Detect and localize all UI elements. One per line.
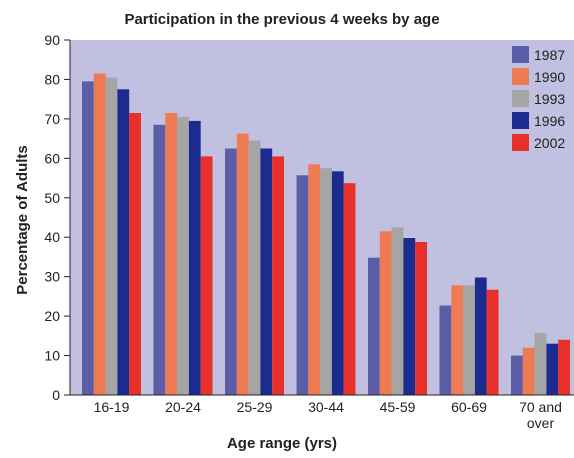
legend: 1987 1990 1993 1996 2002 [512, 46, 565, 151]
bar-1993-3 [249, 141, 261, 395]
legend-swatch-1996 [512, 112, 529, 129]
bar-2002-4 [344, 183, 356, 395]
bar-2002-1 [129, 113, 141, 395]
x-axis-label: Age range (yrs) [227, 435, 337, 452]
bar-2002-5 [415, 242, 427, 395]
y-tick-label: 80 [44, 71, 60, 87]
legend-label-1987: 1987 [534, 47, 565, 63]
legend-label-2002: 2002 [534, 135, 565, 151]
bar-1996-7 [546, 344, 558, 395]
legend-swatch-2002 [512, 134, 529, 151]
bar-1996-3 [260, 149, 272, 396]
x-tick-label: 30-44 [308, 399, 344, 415]
bar-1990-2 [165, 113, 177, 395]
bar-1987-4 [297, 175, 309, 395]
y-tick-label: 30 [44, 269, 60, 285]
x-tick-label: 20-24 [165, 399, 201, 415]
y-tick-label: 90 [44, 32, 60, 48]
y-tick-label: 20 [44, 308, 60, 324]
y-tick-label: 50 [44, 190, 60, 206]
bar-2002-6 [487, 290, 499, 395]
bar-1993-1 [106, 78, 118, 396]
bar-1993-4 [320, 168, 332, 395]
bar-1993-2 [177, 117, 189, 395]
chart-title: Participation in the previous 4 weeks by… [124, 11, 439, 28]
legend-swatch-1987 [512, 46, 529, 63]
bar-1990-3 [237, 134, 249, 396]
x-tick-label: 45-59 [380, 399, 416, 415]
legend-swatch-1990 [512, 68, 529, 85]
bar-1996-4 [332, 171, 344, 395]
y-tick-label: 60 [44, 150, 60, 166]
bar-1993-6 [463, 285, 475, 395]
legend-label-1993: 1993 [534, 91, 565, 107]
legend-swatch-1993 [512, 90, 529, 107]
bar-1993-5 [392, 227, 404, 395]
bar-1990-7 [523, 348, 535, 395]
bar-2002-2 [201, 156, 213, 395]
x-tick-label: 70 and over [519, 399, 562, 431]
bar-2002-7 [558, 340, 570, 395]
bar-1987-5 [368, 258, 380, 395]
x-tick-label: 60-69 [451, 399, 487, 415]
bar-1990-1 [94, 74, 106, 396]
legend-label-1996: 1996 [534, 113, 565, 129]
bar-1987-6 [440, 306, 452, 396]
bar-1996-2 [189, 121, 201, 395]
bar-1990-4 [308, 164, 320, 395]
y-tick-label: 10 [44, 348, 60, 364]
bar-1996-1 [117, 89, 129, 395]
legend-label-1990: 1990 [534, 69, 565, 85]
bar-1987-3 [225, 149, 237, 396]
bar-1993-7 [535, 333, 547, 395]
y-axis: 0 10 20 30 40 50 60 70 80 90 [44, 32, 70, 403]
x-tick-label: 25-29 [237, 399, 273, 415]
y-tick-label: 40 [44, 229, 60, 245]
bar-1987-7 [511, 356, 523, 395]
y-tick-label: 70 [44, 111, 60, 127]
x-axis: 16-19 20-24 25-29 30-44 45-59 60-69 70 and over [70, 395, 574, 431]
bar-1996-5 [403, 238, 415, 395]
x-tick-label: 16-19 [94, 399, 130, 415]
bar-1990-5 [380, 231, 392, 395]
y-axis-label: Percentage of Adults [14, 145, 31, 294]
bar-1987-1 [82, 81, 94, 395]
bar-1987-2 [154, 125, 166, 395]
bar-1990-6 [451, 285, 463, 395]
y-tick-label: 0 [52, 387, 60, 403]
bar-2002-3 [272, 156, 284, 395]
bar-1996-6 [475, 278, 487, 396]
